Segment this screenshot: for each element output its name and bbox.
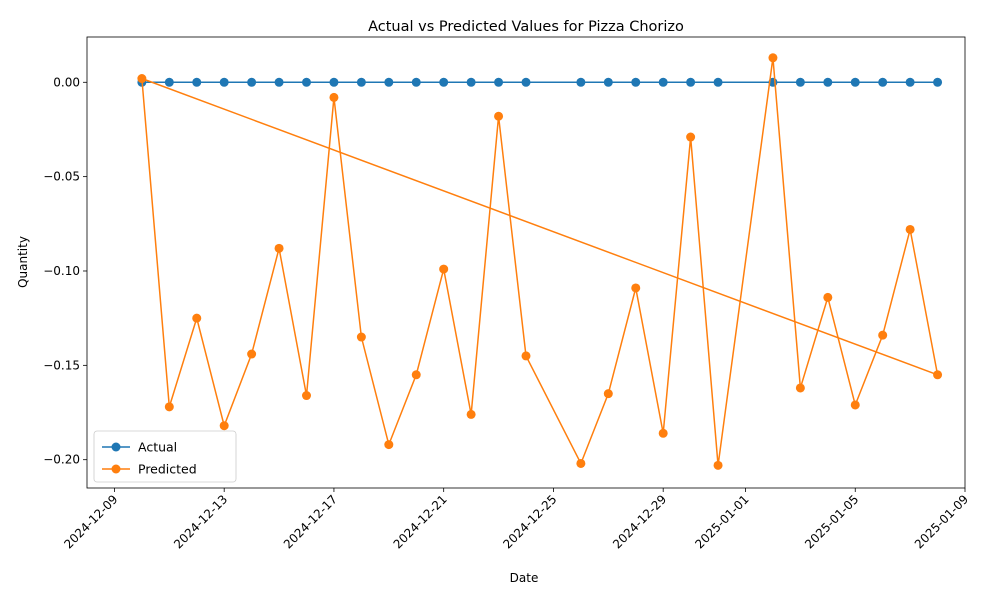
predicted-point	[247, 349, 257, 359]
predicted-point	[686, 132, 696, 142]
predicted-point	[878, 330, 888, 340]
predicted-point	[274, 243, 284, 253]
predicted-point	[494, 111, 504, 121]
actual-point	[933, 77, 943, 87]
legend: Actual Predicted	[93, 430, 237, 483]
predicted-point	[658, 428, 668, 438]
actual-point	[411, 77, 421, 87]
y-tick-label: −0.10	[43, 264, 80, 278]
predicted-point	[823, 292, 833, 302]
predicted-point	[356, 332, 366, 342]
predicted-point	[192, 313, 202, 323]
predicted-point	[521, 351, 531, 361]
predicted-point	[302, 391, 311, 401]
actual-point	[603, 77, 613, 87]
actual-point	[384, 77, 394, 87]
actual-point	[439, 77, 449, 87]
actual-point	[905, 77, 915, 87]
predicted-point	[768, 53, 778, 63]
actual-point	[164, 77, 174, 87]
y-axis-title: Quantity	[16, 236, 30, 288]
predicted-point	[384, 440, 394, 450]
predicted-point	[933, 370, 943, 380]
predicted-point	[713, 460, 723, 470]
predicted-point	[411, 370, 421, 380]
actual-point	[192, 77, 202, 87]
legend-actual-marker	[111, 442, 121, 452]
y-tick-label: −0.15	[43, 358, 80, 372]
actual-point	[878, 77, 888, 87]
actual-point	[850, 77, 860, 87]
predicted-point	[905, 224, 915, 234]
plot-frame	[86, 36, 966, 489]
actual-point	[494, 77, 504, 87]
predicted-point	[137, 74, 147, 84]
predicted-point	[219, 421, 229, 431]
predicted-point	[631, 283, 641, 293]
actual-point	[274, 77, 284, 87]
predicted-point	[850, 400, 860, 410]
actual-point	[576, 77, 586, 87]
actual-point	[302, 77, 311, 87]
y-tick-label: −0.20	[43, 453, 80, 467]
x-axis-title: Date	[510, 571, 539, 585]
legend-actual-label: Actual	[138, 440, 177, 455]
actual-point	[329, 77, 339, 87]
legend-predicted-label: Predicted	[138, 462, 197, 477]
predicted-point	[603, 389, 613, 399]
chart-marks	[137, 53, 943, 470]
plot-area	[87, 37, 965, 488]
predicted-point	[795, 383, 805, 393]
predicted-point	[439, 264, 449, 274]
actual-point	[631, 77, 641, 87]
chart-title: Actual vs Predicted Values for Pizza Cho…	[368, 19, 684, 35]
legend-predicted-marker	[111, 464, 121, 474]
actual-point	[713, 77, 723, 87]
predicted-connector-line	[141, 77, 938, 376]
predicted-point	[164, 402, 174, 412]
actual-point	[219, 77, 229, 87]
actual-point	[521, 77, 531, 87]
actual-point	[686, 77, 696, 87]
actual-point	[795, 77, 805, 87]
y-tick-label: 0.00	[53, 75, 80, 89]
actual-point	[658, 77, 668, 87]
actual-point	[466, 77, 476, 87]
y-tick-label: −0.05	[43, 170, 80, 184]
predicted-point	[466, 409, 476, 419]
predicted-series-line	[141, 57, 939, 466]
predicted-point	[576, 458, 586, 468]
actual-point	[247, 77, 257, 87]
actual-point	[356, 77, 366, 87]
actual-point	[823, 77, 833, 87]
predicted-point	[329, 92, 339, 102]
